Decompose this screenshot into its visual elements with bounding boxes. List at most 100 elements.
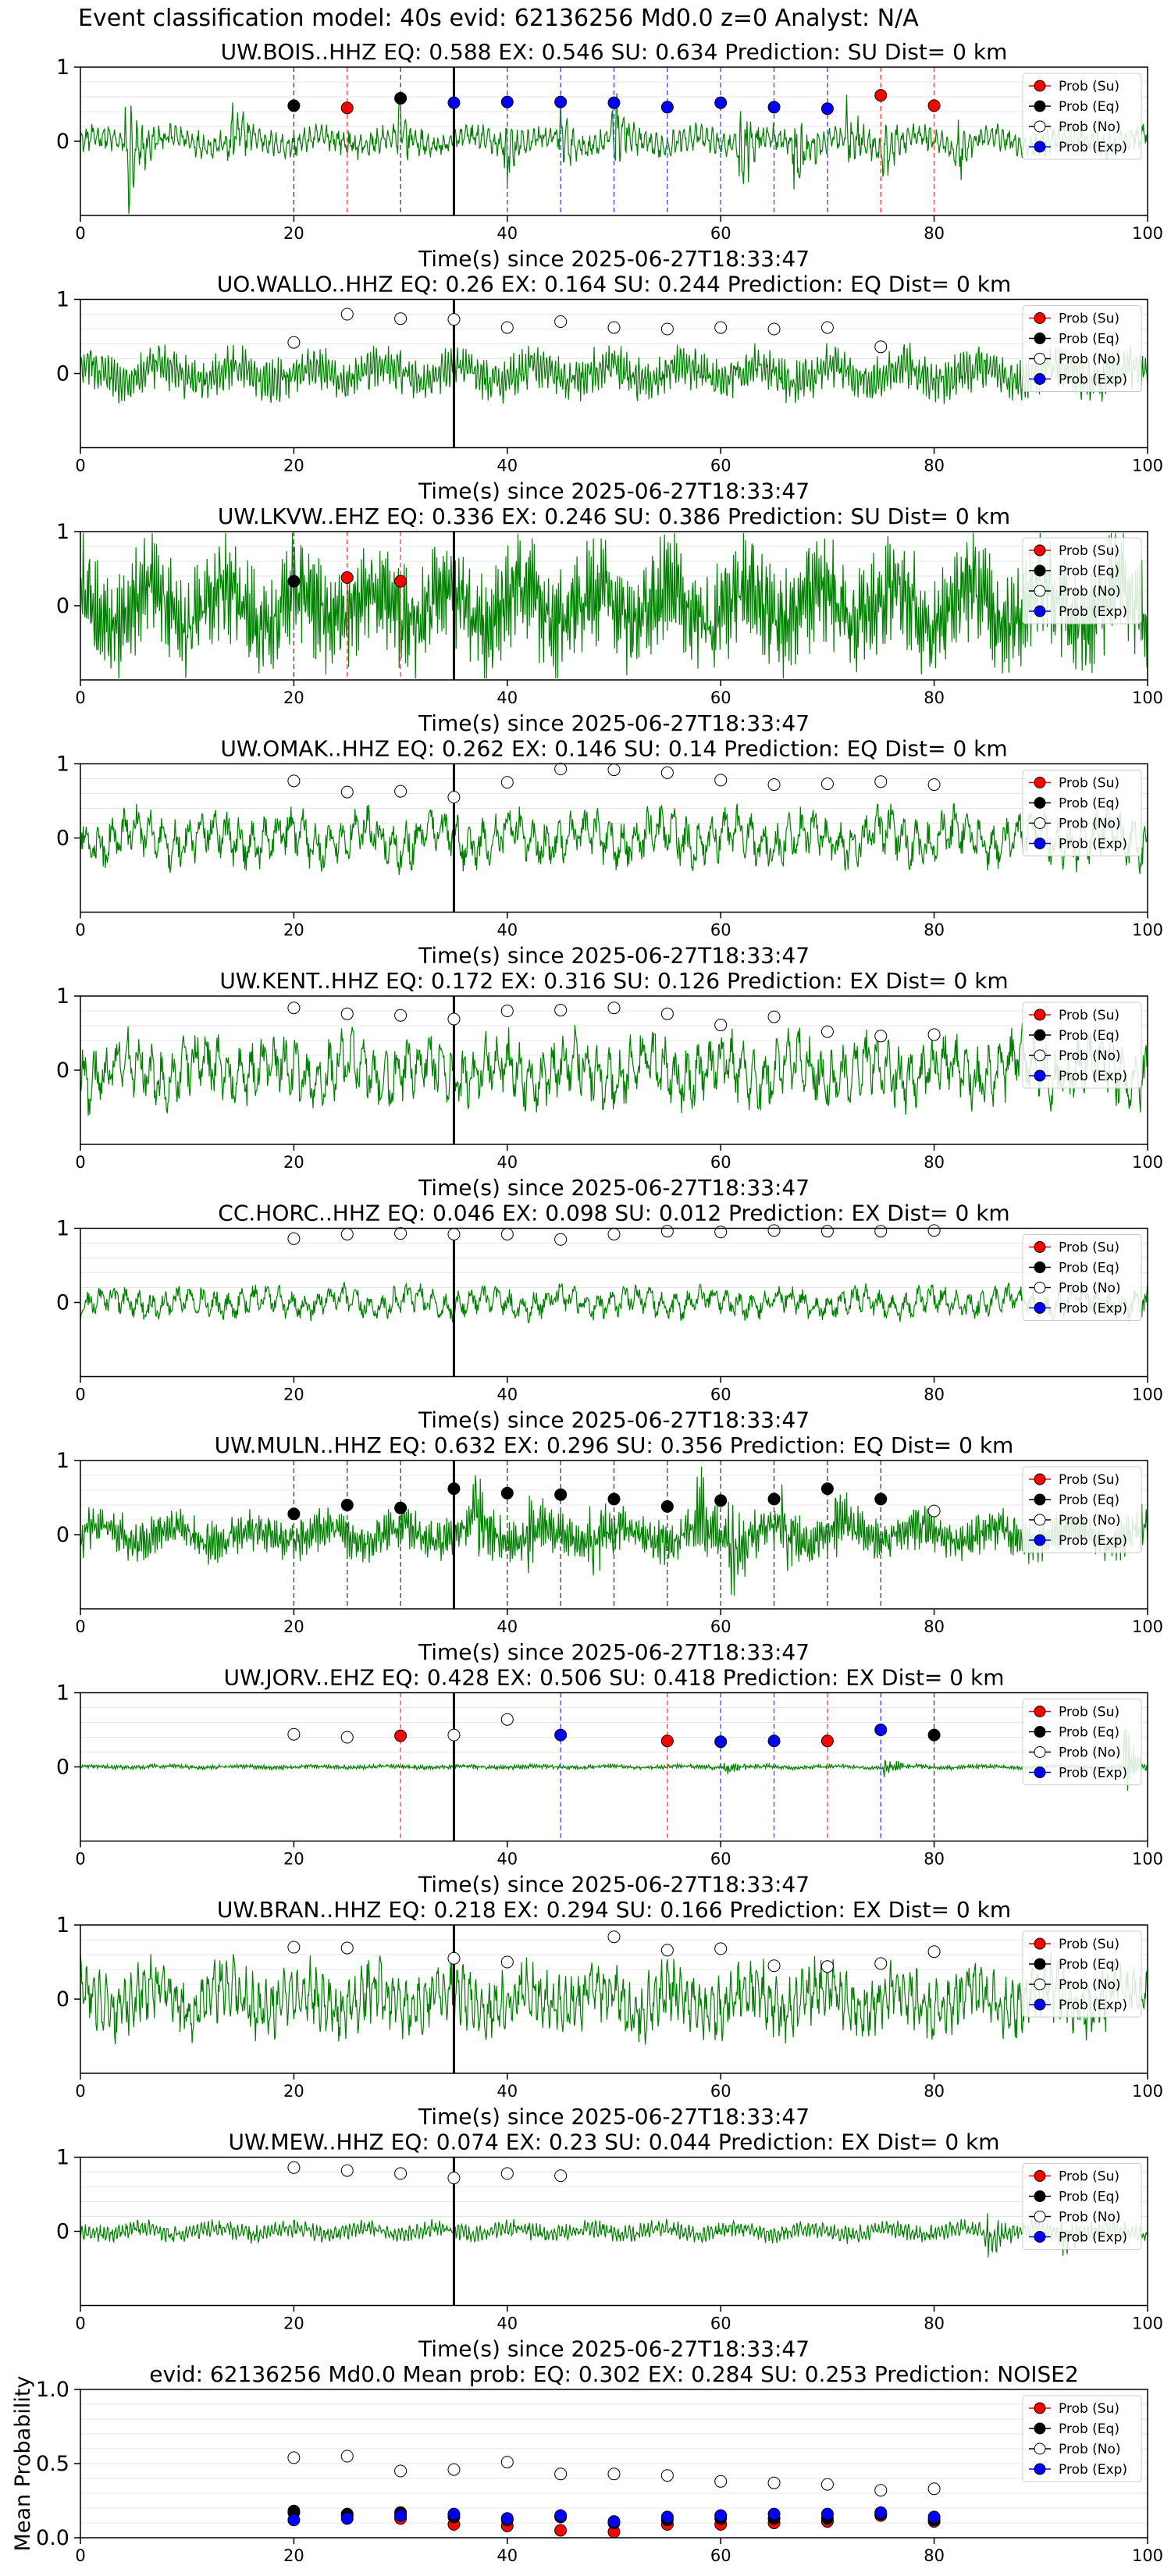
legend-marker: [1034, 1009, 1046, 1021]
x-tick-label: 60: [710, 688, 731, 707]
mean-prob-point: [554, 2467, 568, 2481]
mean-prob-point: [447, 2463, 461, 2476]
legend-label: Prob (No): [1059, 1745, 1121, 1761]
legend-marker: [1034, 2211, 1046, 2222]
legend-label: Prob (Su): [1059, 1008, 1119, 1023]
panel-title: UW.KENT..HHZ EQ: 0.172 EX: 0.316 SU: 0.1…: [219, 968, 1008, 994]
panel-title: UW.JORV..EHZ EQ: 0.428 EX: 0.506 SU: 0.4…: [224, 1665, 1005, 1691]
waveform-line: [80, 532, 1148, 679]
x-tick-label: 40: [497, 1386, 518, 1404]
prob-point: [660, 101, 674, 114]
mean-prob-point: [394, 2464, 408, 2478]
prob-point: [340, 1228, 354, 1241]
prob-point: [607, 321, 621, 334]
legend-marker: [1034, 564, 1046, 577]
panel-3: UW.OMAK..HHZ EQ: 0.262 EX: 0.146 SU: 0.1…: [56, 736, 1163, 969]
prob-point: [554, 1728, 568, 1742]
x-tick-label: 20: [283, 1850, 304, 1869]
waveform-line: [80, 343, 1148, 404]
x-axis-label: Time(s) since 2025-06-27T18:33:47: [418, 246, 810, 272]
y-tick-label: 1: [56, 1449, 69, 1473]
mean-prob-point: [287, 2514, 301, 2527]
prob-point: [820, 102, 834, 116]
y-axis-label: Mean Probability: [11, 2376, 35, 2552]
legend-marker: [1034, 1767, 1046, 1778]
prob-point: [287, 1232, 301, 1245]
axes-frame: [80, 298, 1148, 449]
mean-prob-point: [927, 2510, 941, 2524]
prob-point: [500, 1955, 514, 1969]
prob-point: [447, 1952, 461, 1965]
legend-marker: [1034, 1998, 1046, 2011]
legend-label: Prob (No): [1059, 1513, 1121, 1528]
prob-point: [447, 313, 461, 326]
y-tick-label: 0: [56, 1523, 69, 1547]
x-tick-label: 40: [497, 1153, 518, 1172]
legend-label: Prob (No): [1059, 352, 1121, 368]
y-tick-label: 1: [56, 55, 69, 80]
x-tick-label: 0: [75, 2546, 85, 2565]
prob-point: [554, 2169, 568, 2183]
prob-point: [340, 101, 354, 115]
prob-point: [340, 1941, 354, 1955]
legend-label: Prob (No): [1059, 119, 1121, 135]
mean-prob-point: [874, 2506, 888, 2519]
prob-point: [820, 1025, 834, 1038]
prob-point: [287, 1507, 301, 1521]
y-tick-label: 0: [56, 1059, 69, 1083]
legend-label: Prob (Su): [1059, 1937, 1119, 1952]
panel-4: UW.KENT..HHZ EQ: 0.172 EX: 0.316 SU: 0.1…: [56, 968, 1163, 1201]
legend-label: Prob (Eq): [1059, 564, 1119, 579]
mean-prob-point: [660, 2510, 674, 2524]
x-tick-label: 80: [924, 1153, 945, 1172]
x-tick-label: 100: [1132, 2546, 1163, 2565]
legend-label: Prob (Exp): [1059, 1301, 1127, 1317]
legend-label: Prob (Su): [1059, 1240, 1119, 1256]
legend-marker: [1034, 605, 1046, 617]
prob-point: [874, 1030, 888, 1043]
y-tick-label: 0: [56, 827, 69, 851]
x-tick-label: 80: [924, 1850, 945, 1869]
legend-label: Prob (Eq): [1059, 332, 1119, 347]
legend-marker: [1034, 353, 1046, 365]
mean-prob-point: [394, 2509, 408, 2522]
prob-point: [500, 95, 514, 109]
prob-point: [287, 1941, 301, 1954]
legend-marker: [1034, 1493, 1046, 1506]
x-tick-label: 20: [283, 921, 304, 940]
x-tick-label: 100: [1132, 1617, 1163, 1636]
prob-point: [447, 1228, 461, 1241]
prob-point: [447, 1728, 461, 1742]
x-tick-label: 0: [75, 1617, 85, 1636]
x-tick-label: 0: [75, 224, 85, 243]
y-tick-label: 0: [56, 2220, 69, 2244]
prob-point: [714, 1735, 728, 1749]
prob-point: [287, 2161, 301, 2174]
prob-point: [447, 791, 461, 804]
legend-box: [1022, 1699, 1142, 1785]
legend-label: Prob (Exp): [1059, 837, 1127, 852]
panel-2: UW.LKVW..EHZ EQ: 0.336 EX: 0.246 SU: 0.3…: [56, 503, 1163, 736]
legend-box: [1022, 73, 1142, 160]
prob-point: [447, 1482, 461, 1496]
prob-point: [287, 336, 301, 349]
x-tick-label: 0: [75, 1153, 85, 1172]
x-tick-label: 40: [497, 2546, 518, 2565]
panel-title: UW.OMAK..HHZ EQ: 0.262 EX: 0.146 SU: 0.1…: [220, 736, 1007, 762]
legend-label: Prob (No): [1059, 584, 1121, 600]
prob-point: [394, 91, 408, 105]
legend-label: Prob (No): [1059, 2210, 1121, 2226]
legend-box: [1022, 537, 1142, 624]
x-tick-label: 60: [710, 224, 731, 243]
legend-marker: [1034, 80, 1046, 92]
prob-point: [287, 99, 301, 112]
mean-prob-point: [874, 2484, 888, 2497]
panel-title: UW.MEW..HHZ EQ: 0.074 EX: 0.23 SU: 0.044…: [228, 2129, 999, 2155]
prob-point: [287, 575, 301, 588]
legend-marker: [1034, 1302, 1046, 1314]
prob-point: [340, 1007, 354, 1020]
axes-frame: [80, 995, 1148, 1145]
y-tick-label: 0: [56, 594, 69, 618]
y-tick-label: 1: [56, 1217, 69, 1241]
